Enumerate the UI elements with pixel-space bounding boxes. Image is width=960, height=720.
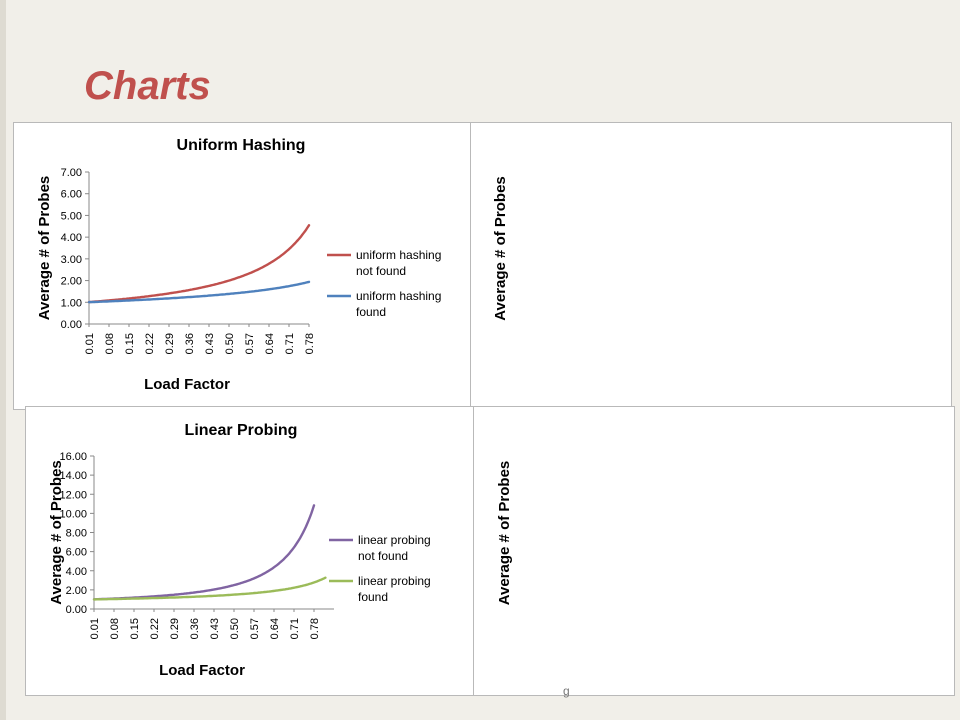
- legend-label: found: [358, 590, 388, 604]
- chart-title: Uniform Hashing: [177, 137, 306, 154]
- x-tick-label: 0.71: [289, 618, 301, 639]
- x-tick-label: 0.64: [269, 618, 281, 639]
- x-tick-label: 0.15: [124, 333, 136, 354]
- series-line: [87, 280, 311, 304]
- y-tick-label: 12.00: [59, 489, 87, 501]
- y-tick-label: 2.00: [61, 276, 82, 288]
- chart-linear-probing-small: Linear Probing Average # of Probes 0.00 2.0…: [25, 406, 479, 696]
- y-tick-label: 14.00: [59, 470, 87, 482]
- x-tick-label: 0.36: [189, 618, 201, 639]
- x-axis-label: Load Factor: [159, 662, 245, 679]
- y-axis-label: Average # of Probes: [492, 176, 509, 321]
- x-tick-label: 0.50: [229, 618, 241, 639]
- x-tick-label: 0.22: [144, 333, 156, 354]
- slide-left-bar: [0, 0, 6, 720]
- x-tick-label: 0.36: [184, 333, 196, 354]
- y-tick-label: 1.00: [61, 297, 82, 309]
- chart-uniform-hashing-small: Uniform Hashing Average # of Probes 0.00 1.…: [13, 122, 495, 410]
- series-line: [92, 504, 316, 601]
- legend-label: linear probing: [358, 533, 431, 547]
- y-tick-label: 7.00: [61, 167, 82, 179]
- series-line: [87, 224, 311, 304]
- y-axis-label: Average # of Probes: [496, 461, 513, 606]
- y-tick-label: 5.00: [61, 210, 82, 222]
- y-tick-label: 3.00: [61, 254, 82, 266]
- x-tick-label: 0.43: [209, 618, 221, 639]
- series-line: [92, 576, 327, 601]
- x-tick-label: 0.29: [169, 618, 181, 639]
- x-tick-label: 0.50: [224, 333, 236, 354]
- x-axis-label: Load Factor: [144, 376, 230, 393]
- x-tick-label: 0.15: [129, 618, 141, 639]
- x-tick-label: 0.78: [309, 618, 321, 639]
- y-tick-label: 16.00: [59, 451, 87, 463]
- y-tick-label: 2.00: [66, 585, 87, 597]
- x-tick-label: 0.57: [249, 618, 261, 639]
- slide-title: Charts: [84, 64, 211, 108]
- x-tick-label: 0.78: [304, 333, 316, 354]
- y-tick-label: 0.00: [66, 604, 87, 616]
- x-tick-label: 0.29: [164, 333, 176, 354]
- y-axis-label: Average # of Probes: [48, 460, 65, 605]
- legend-label: not found: [356, 264, 406, 278]
- legend-label: linear probing: [358, 574, 431, 588]
- legend-label: uniform hashing: [356, 248, 441, 262]
- x-tick-label: 0.71: [284, 333, 296, 354]
- y-tick-label: 4.00: [66, 566, 87, 578]
- y-tick-label: 8.00: [66, 528, 87, 540]
- y-tick-label: 0.00: [61, 319, 82, 331]
- chart-svg: Uniform Hashing Average # of Probes 0.00 1.…: [36, 137, 441, 393]
- y-tick-label: 10.00: [59, 508, 87, 520]
- y-tick-label: 6.00: [61, 189, 82, 201]
- x-tick-label: 0.01: [89, 618, 101, 639]
- x-tick-label: 0.57: [244, 333, 256, 354]
- y-axis-label: Average # of Probes: [36, 176, 53, 321]
- x-tick-label: 0.43: [204, 333, 216, 354]
- x-tick-label: 0.22: [149, 618, 161, 639]
- legend-label: found: [356, 305, 386, 319]
- chart-title: Linear Probing: [185, 422, 298, 439]
- legend-label: not found: [358, 549, 408, 563]
- footer-fragment: g: [563, 684, 570, 698]
- x-tick-label: 0.08: [109, 618, 121, 639]
- legend-label: uniform hashing: [356, 289, 441, 303]
- x-tick-label: 0.08: [104, 333, 116, 354]
- x-tick-label: 0.64: [264, 333, 276, 354]
- x-tick-label: 0.01: [84, 333, 96, 354]
- y-tick-label: 6.00: [66, 547, 87, 559]
- y-tick-label: 4.00: [61, 232, 82, 244]
